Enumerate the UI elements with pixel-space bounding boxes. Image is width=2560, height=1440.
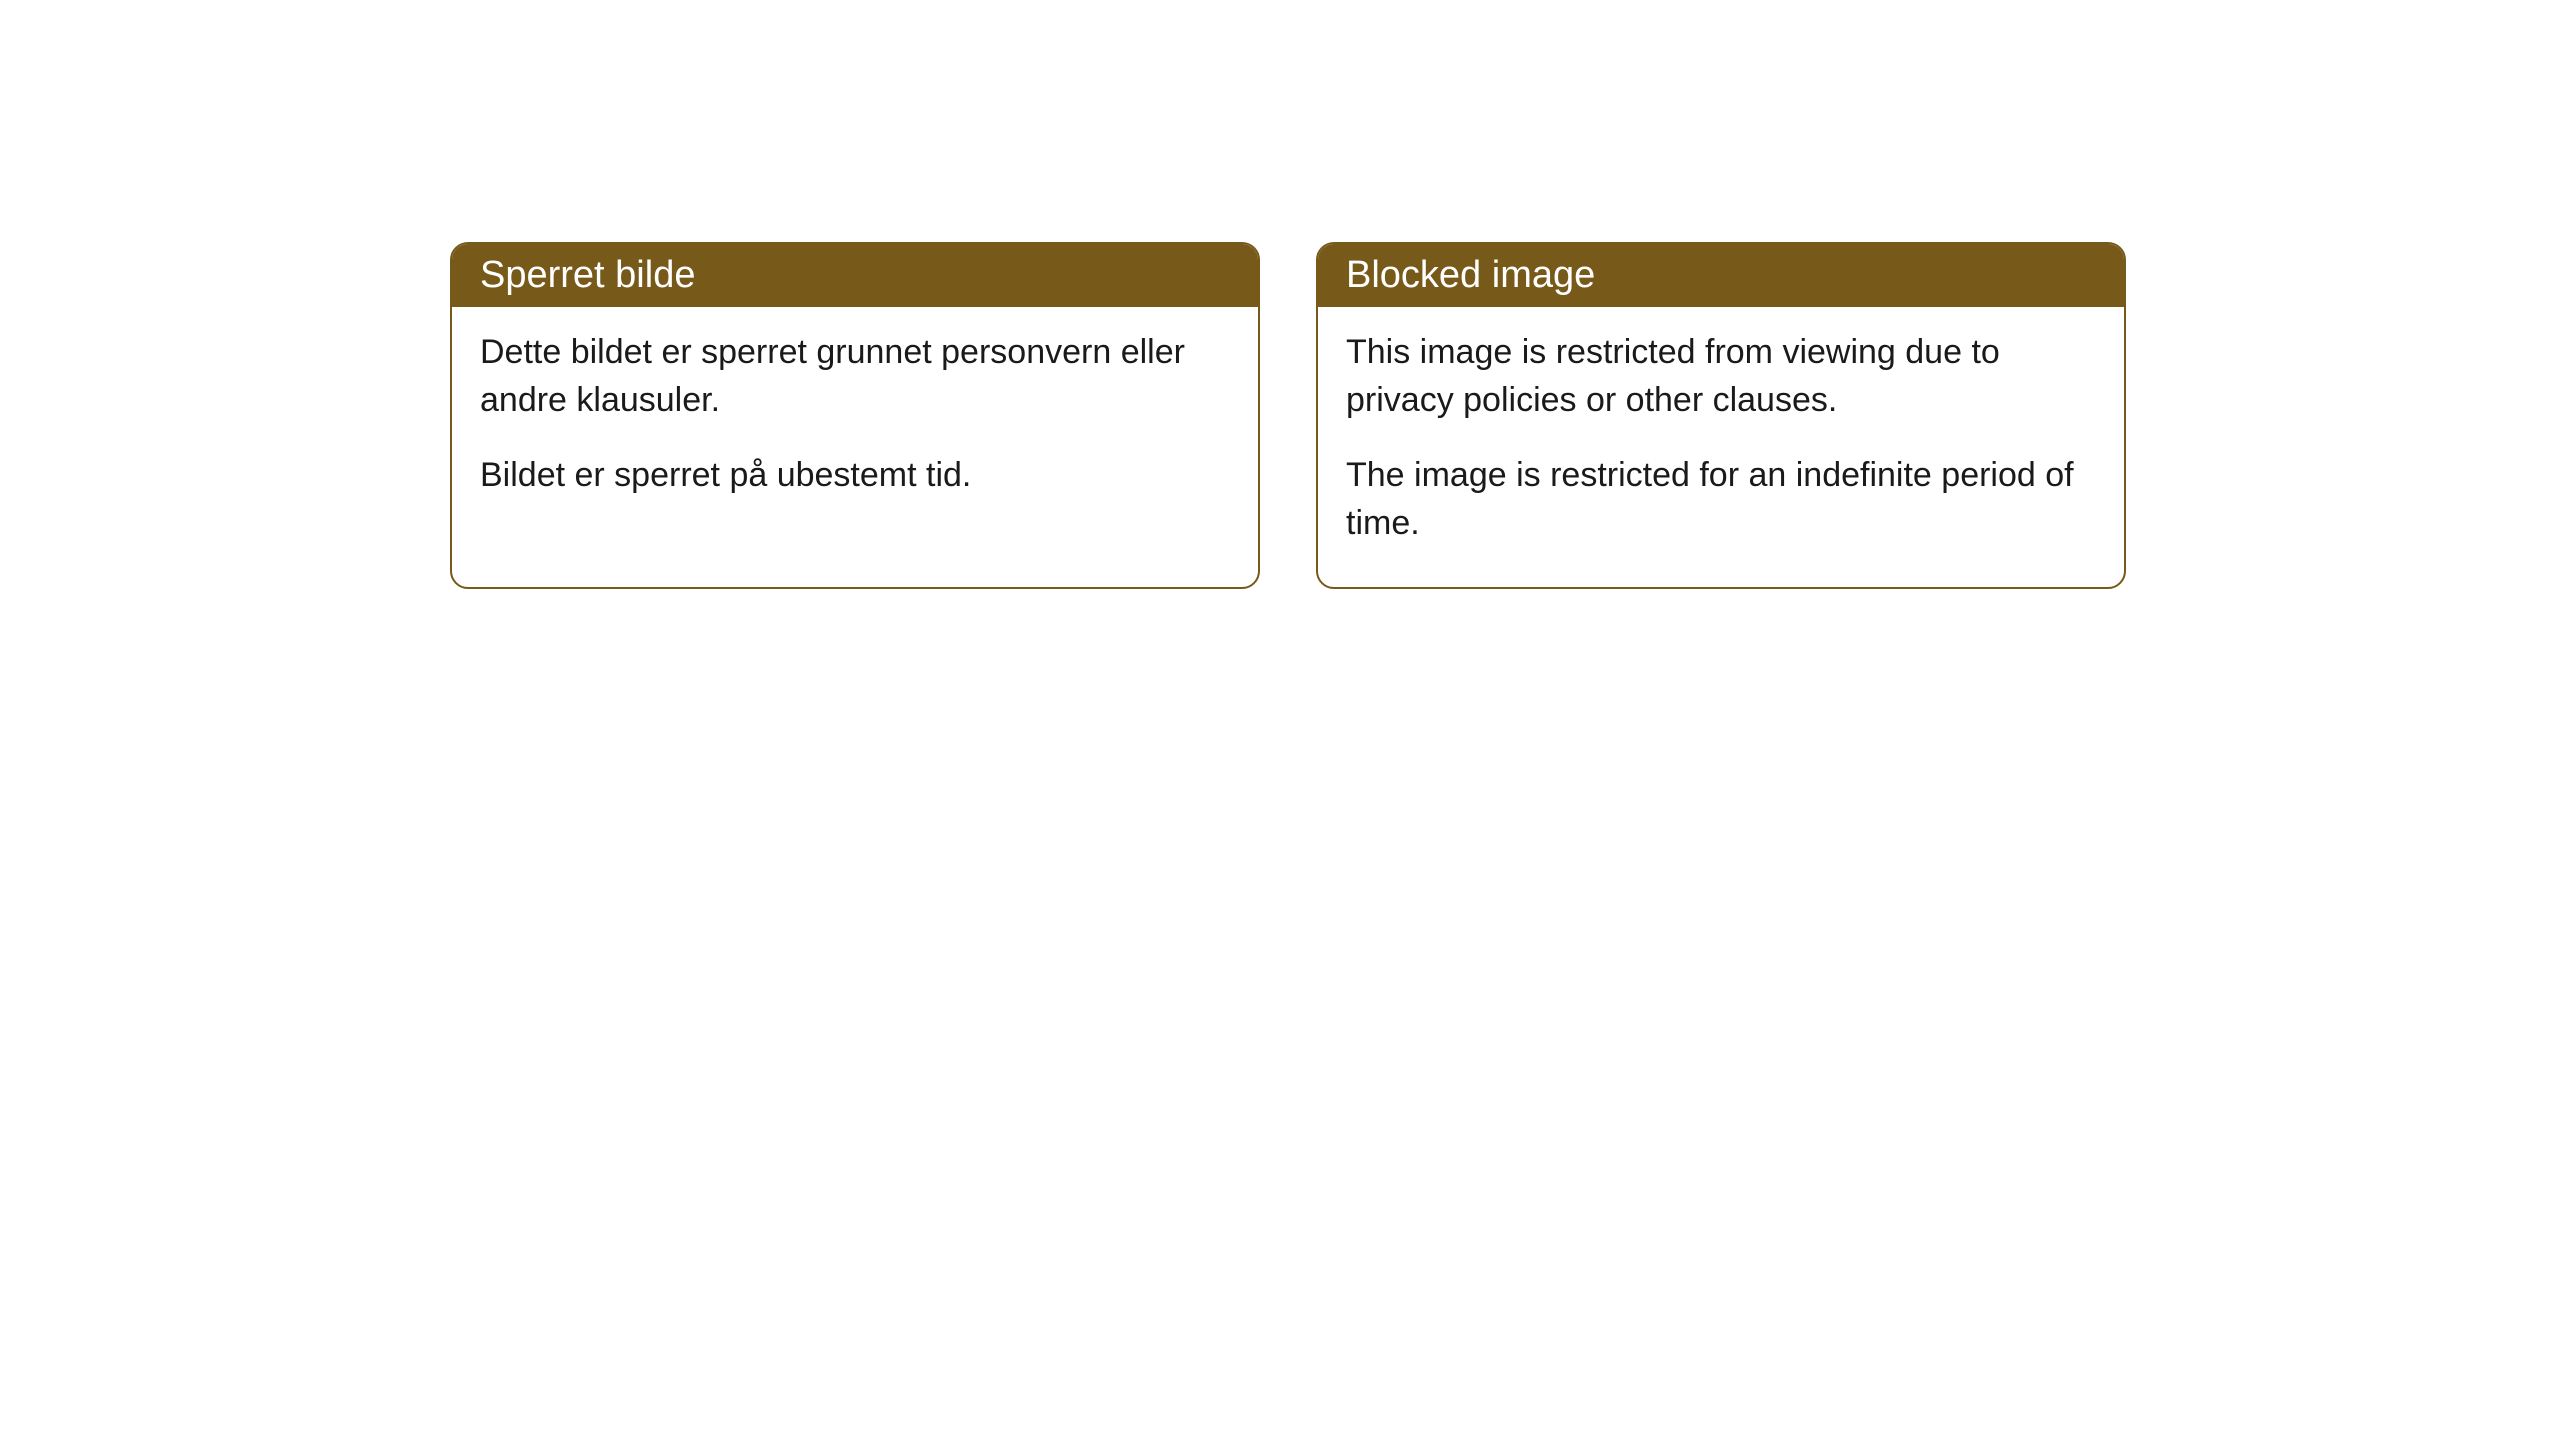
card-norwegian: Sperret bilde Dette bildet er sperret gr… (450, 242, 1260, 589)
card-paragraph: Bildet er sperret på ubestemt tid. (480, 452, 1230, 500)
cards-container: Sperret bilde Dette bildet er sperret gr… (450, 242, 2126, 589)
card-paragraph: This image is restricted from viewing du… (1346, 329, 2096, 424)
card-title: Sperret bilde (480, 254, 695, 296)
card-paragraph: The image is restricted for an indefinit… (1346, 452, 2096, 547)
card-header-norwegian: Sperret bilde (452, 244, 1258, 307)
card-header-english: Blocked image (1318, 244, 2124, 307)
card-english: Blocked image This image is restricted f… (1316, 242, 2126, 589)
card-body-english: This image is restricted from viewing du… (1318, 307, 2124, 587)
card-body-norwegian: Dette bildet er sperret grunnet personve… (452, 307, 1258, 540)
card-paragraph: Dette bildet er sperret grunnet personve… (480, 329, 1230, 424)
card-title: Blocked image (1346, 254, 1595, 296)
